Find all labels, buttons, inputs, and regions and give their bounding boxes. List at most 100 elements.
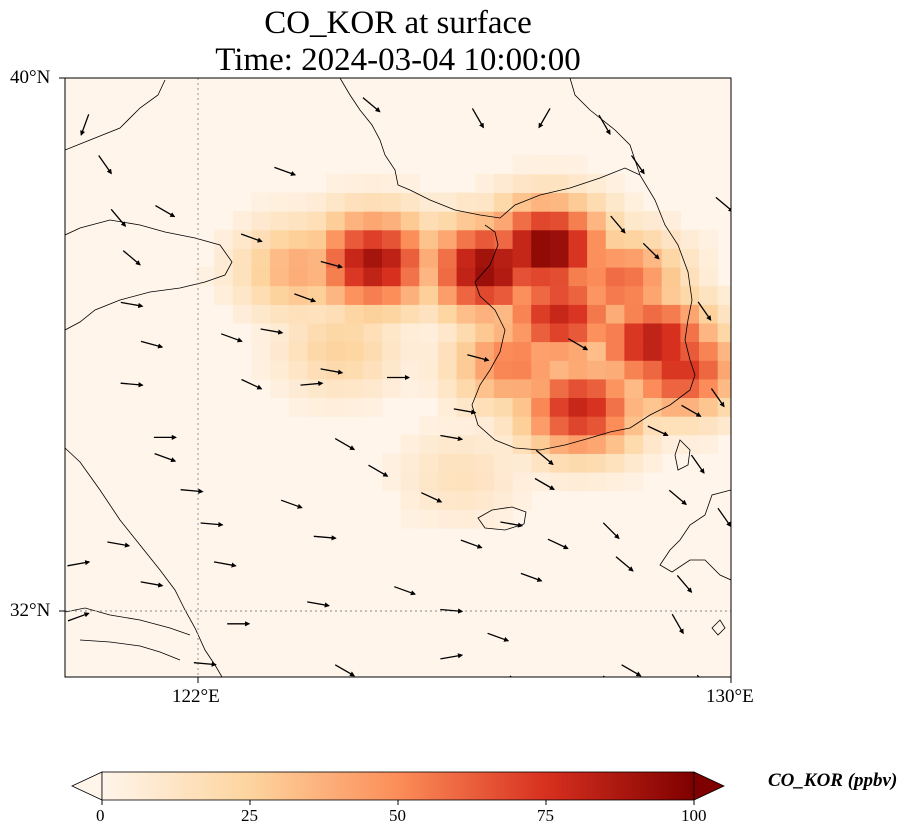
colorbar-low-extend <box>71 771 103 801</box>
concentration-cell <box>493 248 514 268</box>
wind-arrow <box>368 464 389 477</box>
concentration-cell <box>699 229 719 249</box>
wind-arrow <box>110 208 127 227</box>
concentration-cell <box>605 472 625 492</box>
concentration-cell <box>456 248 476 268</box>
concentration-cell <box>587 285 607 305</box>
concentration-cell <box>531 304 551 324</box>
concentration-cell <box>344 229 364 249</box>
concentration-cell <box>587 416 607 436</box>
concentration-cell <box>661 378 681 398</box>
wind-arrow <box>567 338 589 351</box>
concentration-cell <box>382 378 402 398</box>
wind-arrow <box>710 388 725 408</box>
concentration-cell <box>549 341 569 361</box>
concentration-cell <box>643 304 663 324</box>
concentration-cell <box>400 267 420 287</box>
concentration-cell <box>643 322 663 343</box>
concentration-cell <box>680 248 700 268</box>
concentration-cell <box>419 472 439 492</box>
concentration-cell <box>363 360 383 380</box>
wind-arrow <box>681 404 702 417</box>
concentration-cell <box>232 285 252 305</box>
concentration-cell <box>475 397 495 417</box>
wind-arrow <box>642 242 660 260</box>
concentration-cell <box>605 285 625 305</box>
concentration-cell <box>605 341 625 361</box>
colorbar-tick-label: 0 <box>96 806 105 825</box>
concentration-cell <box>438 434 458 454</box>
concentration-cell <box>326 211 346 231</box>
concentration-cell <box>661 229 681 249</box>
wind-arrow <box>294 293 317 303</box>
wind-arrow <box>440 608 464 614</box>
map-frame <box>64 77 732 678</box>
concentration-cell <box>326 285 346 305</box>
colorbar <box>71 771 725 805</box>
concentration-cell <box>456 267 476 287</box>
concentration-cell <box>438 211 458 231</box>
wind-arrow <box>155 205 176 218</box>
concentration-cell <box>493 173 514 193</box>
wind-arrow <box>668 489 687 506</box>
concentration-cell <box>400 472 420 492</box>
wind-arrow <box>509 675 513 677</box>
concentration-cell <box>512 173 532 193</box>
concentration-cell <box>717 416 731 436</box>
concentration-cell <box>382 453 402 473</box>
concentration-cell <box>568 472 588 492</box>
wind-arrow <box>534 477 555 491</box>
concentration-cell <box>531 192 551 212</box>
concentration-cell <box>605 416 625 436</box>
concentration-cell <box>363 267 383 287</box>
concentration-cell <box>680 341 700 361</box>
concentration-cell <box>382 229 402 249</box>
concentration-cell <box>251 267 271 287</box>
concentration-cell <box>549 434 569 454</box>
concentration-cell <box>568 211 588 231</box>
concentration-cell <box>363 285 383 305</box>
concentration-cell <box>549 322 569 343</box>
wind-arrow <box>711 708 724 726</box>
wind-arrow <box>67 560 91 567</box>
concentration-cell <box>512 229 532 249</box>
concentration-cell <box>624 434 644 454</box>
concentration-cell <box>624 248 644 268</box>
wind-arrow <box>213 561 237 568</box>
concentration-cell <box>568 173 588 193</box>
concentration-cell <box>251 192 271 212</box>
concentration-cell <box>587 211 607 231</box>
wind-arrow <box>647 425 669 436</box>
concentration-cell <box>344 285 364 305</box>
concentration-cell <box>624 211 644 231</box>
concentration-cell <box>549 173 569 193</box>
concentration-cell <box>456 304 476 324</box>
concentration-cell <box>717 360 731 380</box>
concentration-cell <box>661 341 681 361</box>
concentration-cell <box>288 322 308 343</box>
concentration-cell <box>661 304 681 324</box>
concentration-cell <box>605 248 625 268</box>
concentration-cell <box>382 472 402 492</box>
concentration-cell <box>605 229 625 249</box>
concentration-cell <box>400 248 420 268</box>
wind-arrow <box>200 521 224 528</box>
wind-arrow <box>602 522 620 540</box>
concentration-cell <box>419 267 439 287</box>
concentration-cell <box>270 229 290 249</box>
concentration-cell <box>568 434 588 454</box>
concentration-cell <box>717 304 731 324</box>
concentration-cell <box>382 360 402 380</box>
concentration-cell <box>699 341 719 361</box>
concentration-cell <box>270 378 290 398</box>
concentration-cell <box>624 378 644 398</box>
concentration-cell <box>643 453 663 473</box>
concentration-cell <box>438 248 458 268</box>
concentration-cell <box>400 341 420 361</box>
concentration-cell <box>438 453 458 473</box>
concentration-cell <box>531 360 551 380</box>
concentration-cell <box>661 416 681 436</box>
concentration-cell <box>624 360 644 380</box>
plot-title: CO_KOR at surface <box>264 5 532 41</box>
concentration-cell <box>456 509 476 529</box>
